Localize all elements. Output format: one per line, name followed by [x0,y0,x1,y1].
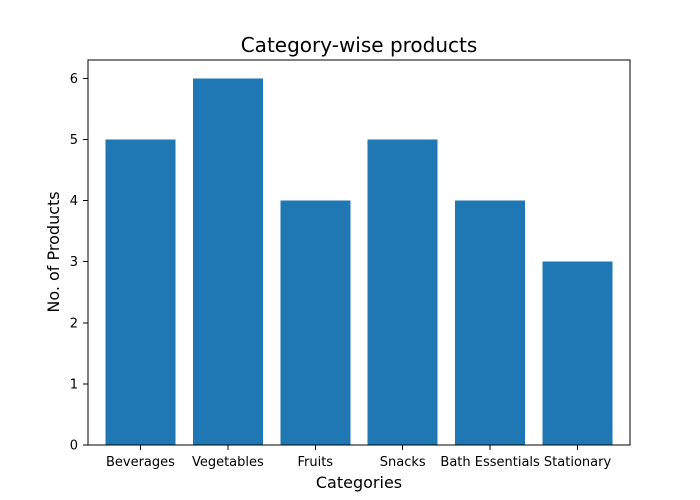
bar-beverages [105,139,176,445]
x-axis-ticks: Beverages Vegetables Fruits Snacks Bath Esse… [106,445,611,470]
x-tick-label: Fruits [297,455,333,470]
y-axis-label: No. of Products [44,191,63,312]
chart-title: Category-wise products [241,33,478,57]
plot-area-frame [87,59,631,446]
y-tick-label: 1 [70,377,78,392]
x-tick-label: Snacks [380,455,426,470]
y-tick-label: 6 [70,72,78,87]
y-tick-label: 3 [70,255,78,270]
y-tick-label: 0 [70,439,78,454]
x-tick-label: Vegetables [192,455,264,470]
bar-stationary [542,261,613,445]
x-tick-label: Bath Essentials [440,455,540,470]
y-tick-label: 4 [70,194,78,209]
bar-bath-essentials [455,200,526,445]
y-tick-label: 5 [70,133,78,148]
y-tick-label: 2 [70,316,78,331]
x-axis-label: Categories [316,473,402,492]
bar-vegetables [192,78,263,445]
x-tick-label: Stationary [544,455,612,470]
bar-snacks [367,139,438,445]
bar-fruits [280,200,351,445]
y-axis-ticks: 0 1 2 3 4 5 6 [70,72,88,454]
x-tick-label: Beverages [106,455,175,470]
bars-group [105,78,613,445]
